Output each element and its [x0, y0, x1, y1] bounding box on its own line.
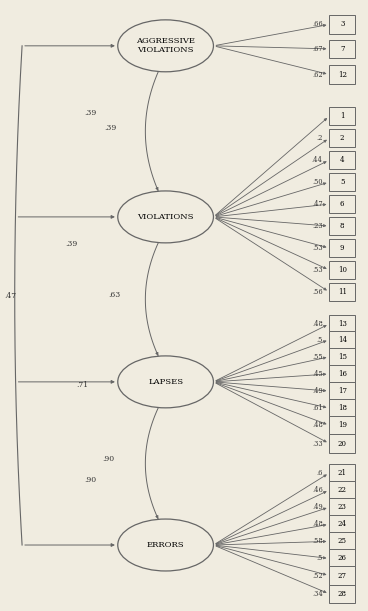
Text: .39: .39 [84, 109, 96, 117]
Text: .5: .5 [316, 554, 323, 563]
FancyBboxPatch shape [329, 416, 355, 434]
Text: 11: 11 [338, 288, 347, 296]
Ellipse shape [118, 356, 213, 408]
Text: AGGRESSIVE
VIOLATIONS: AGGRESSIVE VIOLATIONS [136, 37, 195, 54]
FancyBboxPatch shape [329, 585, 355, 603]
FancyBboxPatch shape [329, 261, 355, 279]
Text: .48: .48 [312, 520, 323, 529]
Text: 25: 25 [338, 537, 347, 546]
Ellipse shape [118, 20, 213, 71]
FancyBboxPatch shape [329, 15, 355, 34]
Text: 1: 1 [340, 112, 344, 120]
Text: 20: 20 [338, 439, 347, 448]
Text: 21: 21 [338, 469, 347, 477]
Text: .63: .63 [108, 291, 120, 299]
Text: 6: 6 [340, 200, 344, 208]
Text: .67: .67 [312, 45, 323, 53]
Text: 5: 5 [340, 178, 344, 186]
Text: .53: .53 [312, 266, 323, 274]
FancyBboxPatch shape [329, 382, 355, 400]
Text: .47: .47 [4, 291, 16, 300]
Text: .44: .44 [312, 156, 323, 164]
Text: .58: .58 [312, 537, 323, 546]
FancyBboxPatch shape [329, 315, 355, 333]
Text: VIOLATIONS: VIOLATIONS [137, 213, 194, 221]
Text: .52: .52 [312, 571, 323, 580]
Text: .46: .46 [312, 486, 323, 494]
FancyBboxPatch shape [329, 348, 355, 366]
FancyBboxPatch shape [329, 399, 355, 417]
FancyBboxPatch shape [329, 195, 355, 213]
Text: .2: .2 [316, 134, 323, 142]
Text: .50: .50 [312, 178, 323, 186]
Text: .53: .53 [312, 244, 323, 252]
FancyBboxPatch shape [329, 549, 355, 568]
Text: 14: 14 [338, 335, 347, 344]
Text: 15: 15 [338, 353, 347, 361]
Text: 16: 16 [338, 370, 347, 378]
Text: .90: .90 [84, 475, 96, 484]
FancyBboxPatch shape [329, 151, 355, 169]
FancyBboxPatch shape [329, 173, 355, 191]
FancyBboxPatch shape [329, 107, 355, 125]
FancyBboxPatch shape [329, 434, 355, 453]
Text: 27: 27 [338, 571, 347, 580]
Text: 23: 23 [338, 503, 347, 511]
Text: 10: 10 [338, 266, 347, 274]
Text: .5: .5 [316, 335, 323, 344]
Text: .90: .90 [103, 455, 114, 464]
Text: 2: 2 [340, 134, 344, 142]
FancyBboxPatch shape [329, 365, 355, 383]
Text: 17: 17 [338, 387, 347, 395]
Text: 4: 4 [340, 156, 344, 164]
Ellipse shape [118, 191, 213, 243]
Text: .23: .23 [312, 222, 323, 230]
Text: .47: .47 [312, 200, 323, 208]
FancyBboxPatch shape [329, 217, 355, 235]
Text: .49: .49 [312, 503, 323, 511]
Text: 13: 13 [338, 320, 347, 328]
Text: .6: .6 [316, 469, 323, 477]
Text: 28: 28 [338, 590, 347, 598]
Text: 18: 18 [338, 404, 347, 412]
FancyBboxPatch shape [329, 481, 355, 499]
Text: .33: .33 [312, 439, 323, 448]
FancyBboxPatch shape [329, 283, 355, 301]
FancyBboxPatch shape [329, 566, 355, 585]
Text: 3: 3 [340, 20, 344, 29]
Text: .61: .61 [312, 404, 323, 412]
FancyBboxPatch shape [329, 40, 355, 58]
Text: .49: .49 [312, 387, 323, 395]
Text: 9: 9 [340, 244, 344, 252]
Text: 22: 22 [338, 486, 347, 494]
FancyBboxPatch shape [329, 331, 355, 349]
FancyBboxPatch shape [329, 532, 355, 551]
Text: .39: .39 [104, 124, 117, 133]
Text: .56: .56 [312, 288, 323, 296]
FancyBboxPatch shape [329, 515, 355, 533]
Text: .55: .55 [312, 353, 323, 361]
FancyBboxPatch shape [329, 129, 355, 147]
Text: 8: 8 [340, 222, 344, 230]
Text: 12: 12 [338, 70, 347, 79]
FancyBboxPatch shape [329, 239, 355, 257]
Text: .48: .48 [312, 320, 323, 328]
Text: ERRORS: ERRORS [147, 541, 184, 549]
FancyBboxPatch shape [329, 65, 355, 84]
FancyBboxPatch shape [329, 464, 355, 482]
FancyBboxPatch shape [329, 498, 355, 516]
Text: LAPSES: LAPSES [148, 378, 183, 386]
Text: .39: .39 [66, 240, 78, 249]
Text: .45: .45 [312, 370, 323, 378]
Text: 26: 26 [338, 554, 347, 563]
Text: .48: .48 [312, 421, 323, 430]
Text: .71: .71 [77, 381, 89, 389]
Text: 19: 19 [338, 421, 347, 430]
Text: 7: 7 [340, 45, 344, 53]
Ellipse shape [118, 519, 213, 571]
Text: .34: .34 [312, 590, 323, 598]
Text: .66: .66 [312, 20, 323, 29]
Text: 24: 24 [338, 520, 347, 529]
Text: .62: .62 [312, 70, 323, 79]
